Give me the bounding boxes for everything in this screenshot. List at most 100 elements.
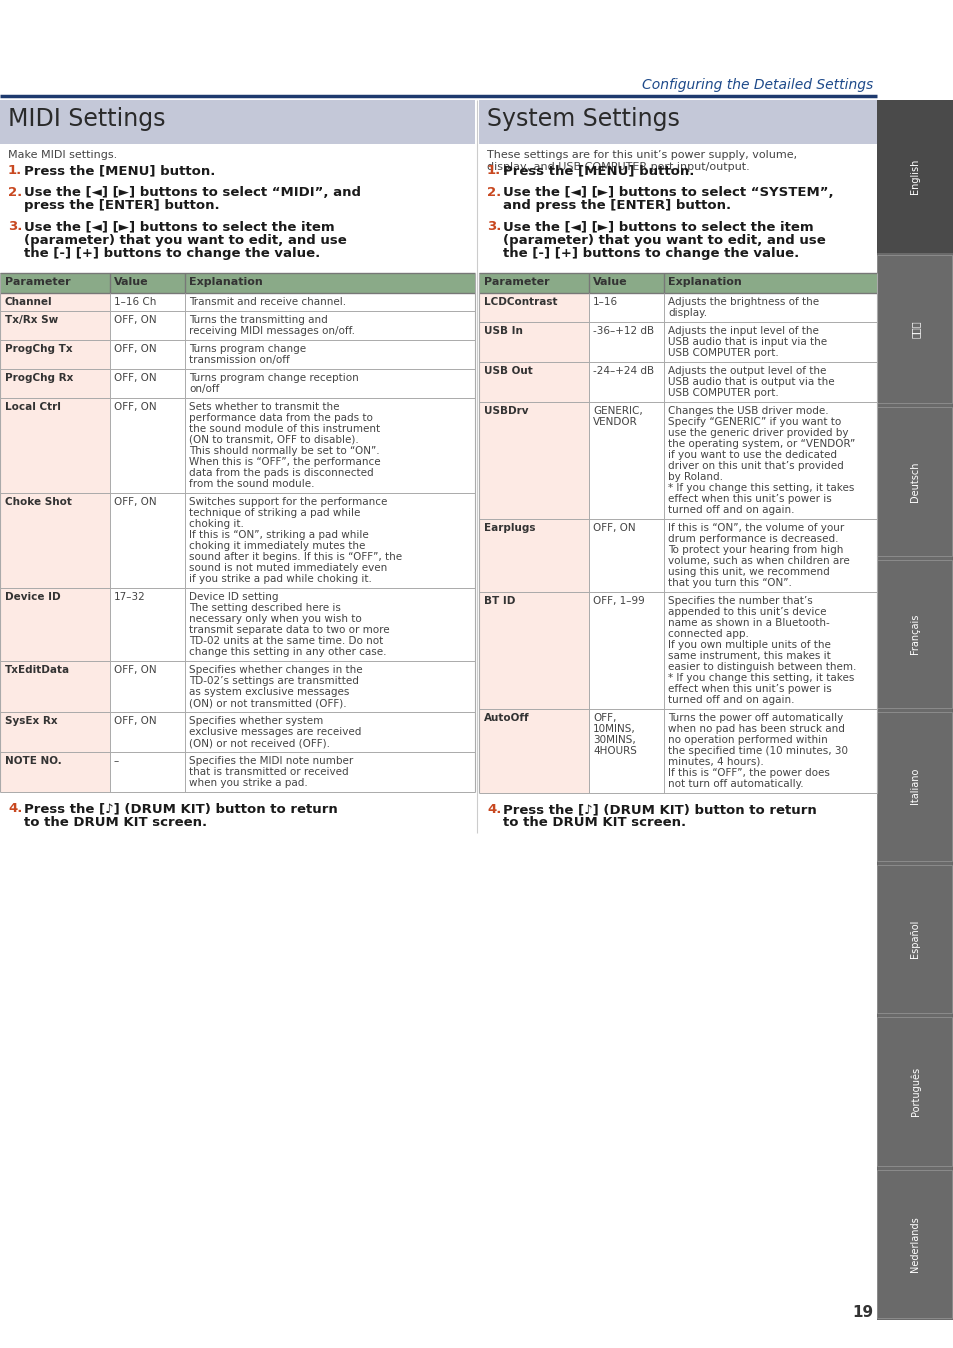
Text: USB COMPUTER port.: USB COMPUTER port. [667,348,778,359]
Text: Channel: Channel [5,297,52,307]
Bar [478,519,588,592]
Text: TxEditData: TxEditData [5,665,71,675]
Text: OFF, ON: OFF, ON [113,665,156,675]
Text: Switches support for the performance: Switches support for the performance [189,497,387,507]
Text: same instrument, this makes it: same instrument, this makes it [667,651,830,661]
Text: choking it.: choking it. [189,519,244,528]
Text: GENERIC,: GENERIC, [593,406,642,417]
Text: If this is “ON”, striking a pad while: If this is “ON”, striking a pad while [189,530,369,541]
Text: Turns the power off automatically: Turns the power off automatically [667,713,842,723]
Text: SysEx Rx: SysEx Rx [5,716,57,727]
Text: Use the [◄] [►] buttons to select the item: Use the [◄] [►] buttons to select the it… [502,221,813,233]
Text: necessary only when you wish to: necessary only when you wish to [189,613,361,624]
Bar [0,588,110,661]
Text: If you own multiple units of the: If you own multiple units of the [667,640,830,650]
Text: -24–+24 dB: -24–+24 dB [593,367,654,376]
Text: Press the [MENU] button.: Press the [MENU] button. [24,164,215,177]
Text: 3.: 3. [8,221,22,233]
Text: Configuring the Detailed Settings: Configuring the Detailed Settings [641,78,872,92]
Text: Device ID: Device ID [5,592,61,603]
Text: Nederlands: Nederlands [909,1216,920,1271]
Bar [0,293,110,311]
Text: 4HOURS: 4HOURS [593,745,637,756]
Bar [876,1167,953,1320]
Text: OFF, ON: OFF, ON [113,373,156,383]
Text: TD-02 units at the same time. Do not: TD-02 units at the same time. Do not [189,636,383,646]
Text: LCDContrast: LCDContrast [483,297,557,307]
Bar [876,710,953,863]
Text: Local Ctrl: Local Ctrl [5,402,61,412]
Text: as system exclusive messages: as system exclusive messages [189,687,349,697]
Text: receiving MIDI messages on/off.: receiving MIDI messages on/off. [189,326,355,336]
Text: OFF, ON: OFF, ON [113,402,156,412]
Text: Use the [◄] [►] buttons to select “SYSTEM”,: Use the [◄] [►] buttons to select “SYSTE… [502,186,833,198]
Text: Specifies the number that’s: Specifies the number that’s [667,596,812,607]
Text: Turns program change: Turns program change [189,344,306,355]
Text: when you strike a pad.: when you strike a pad. [189,778,308,789]
Text: This should normally be set to “ON”.: This should normally be set to “ON”. [189,446,379,456]
Text: volume, such as when children are: volume, such as when children are [667,555,849,566]
Text: OFF, ON: OFF, ON [593,523,635,532]
Text: BT ID: BT ID [483,596,515,607]
Bar [0,712,110,752]
Text: Deutsch: Deutsch [909,461,920,501]
Text: the [-] [+] buttons to change the value.: the [-] [+] buttons to change the value. [502,248,799,260]
Text: change this setting in any other case.: change this setting in any other case. [189,647,386,656]
Bar [876,864,951,1012]
Text: 19: 19 [851,1305,872,1320]
Text: Português: Português [909,1066,920,1116]
Text: technique of striking a pad while: technique of striking a pad while [189,508,360,518]
Text: ProgChg Tx: ProgChg Tx [5,344,72,355]
Text: Español: Español [909,919,920,958]
Text: and press the [ENTER] button.: and press the [ENTER] button. [502,200,730,212]
Text: connected app.: connected app. [667,630,748,639]
Text: Press the [MENU] button.: Press the [MENU] button. [502,164,694,177]
Bar [876,252,953,404]
Text: Tx/Rx Sw: Tx/Rx Sw [5,315,58,325]
Text: from the sound module.: from the sound module. [189,479,314,489]
Text: by Roland.: by Roland. [667,472,722,483]
Text: Explanation: Explanation [189,276,262,287]
Text: to the DRUM KIT screen.: to the DRUM KIT screen. [502,817,685,829]
Text: that you turn this “ON”.: that you turn this “ON”. [667,578,791,588]
Bar [478,592,588,709]
Text: Parameter: Parameter [5,276,71,287]
Text: Italiano: Italiano [909,768,920,805]
Text: Specify “GENERIC” if you want to: Specify “GENERIC” if you want to [667,417,841,427]
Text: transmission on/off: transmission on/off [189,355,290,365]
Bar [876,1016,951,1166]
Bar [478,322,588,363]
Text: Explanation: Explanation [667,276,741,287]
Text: NOTE NO.: NOTE NO. [5,756,62,766]
Text: 4.: 4. [8,802,22,816]
Bar [478,709,588,793]
Text: no operation performed within: no operation performed within [667,735,827,745]
Text: 1–16: 1–16 [593,297,618,307]
Text: –: – [113,756,119,766]
Text: Adjusts the input level of the: Adjusts the input level of the [667,326,818,336]
Text: USB audio that is output via the: USB audio that is output via the [667,377,834,387]
Text: Use the [◄] [►] buttons to select the item: Use the [◄] [►] buttons to select the it… [24,221,335,233]
Text: VENDOR: VENDOR [593,417,638,427]
Text: the specified time (10 minutes, 30: the specified time (10 minutes, 30 [667,745,847,756]
Text: Value: Value [113,276,149,287]
Bar [876,255,951,403]
Text: (parameter) that you want to edit, and use: (parameter) that you want to edit, and u… [502,235,825,247]
Text: USB audio that is input via the: USB audio that is input via the [667,337,826,346]
Text: OFF, ON: OFF, ON [113,716,156,727]
Text: 1.: 1. [8,164,22,177]
Text: 1.: 1. [486,164,500,177]
Text: not turn off automatically.: not turn off automatically. [667,779,802,789]
Text: (ON to transmit, OFF to disable).: (ON to transmit, OFF to disable). [189,435,358,445]
Bar [0,340,110,369]
Text: use the generic driver provided by: use the generic driver provided by [667,429,847,438]
Text: if you strike a pad while choking it.: if you strike a pad while choking it. [189,574,372,584]
Text: sound after it begins. If this is “OFF”, the: sound after it begins. If this is “OFF”,… [189,551,402,562]
Text: The setting described here is: The setting described here is [189,603,340,613]
Text: Choke Shot: Choke Shot [5,497,71,507]
Text: Parameter: Parameter [483,276,549,287]
Bar [0,311,110,340]
Text: display.: display. [667,307,706,318]
Text: OFF, ON: OFF, ON [113,497,156,507]
Text: on/off: on/off [189,384,219,394]
